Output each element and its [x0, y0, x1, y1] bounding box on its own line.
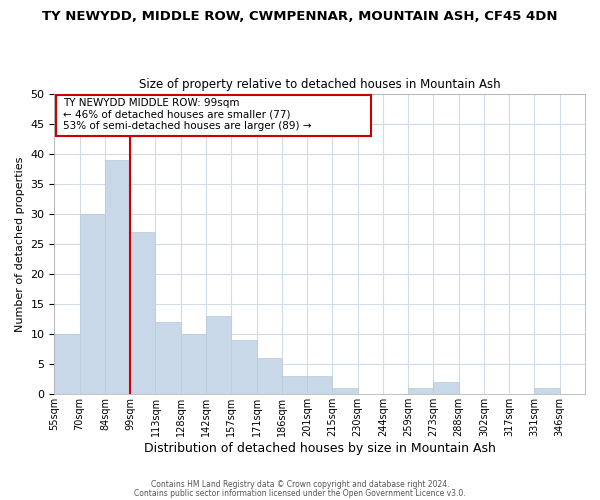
- Bar: [257, 358, 282, 395]
- X-axis label: Distribution of detached houses by size in Mountain Ash: Distribution of detached houses by size …: [144, 442, 496, 455]
- Text: TY NEWYDD MIDDLE ROW: 99sqm: TY NEWYDD MIDDLE ROW: 99sqm: [63, 98, 240, 108]
- Text: 53% of semi-detached houses are larger (89) →: 53% of semi-detached houses are larger (…: [63, 121, 312, 131]
- Y-axis label: Number of detached properties: Number of detached properties: [15, 156, 25, 332]
- Title: Size of property relative to detached houses in Mountain Ash: Size of property relative to detached ho…: [139, 78, 500, 91]
- Bar: [535, 388, 560, 394]
- Bar: [433, 382, 458, 394]
- Bar: [181, 334, 206, 394]
- Bar: [55, 334, 80, 394]
- Bar: [231, 340, 257, 394]
- Bar: [130, 232, 155, 394]
- Text: ← 46% of detached houses are smaller (77): ← 46% of detached houses are smaller (77…: [63, 110, 291, 120]
- Bar: [105, 160, 130, 394]
- Bar: [307, 376, 332, 394]
- Text: TY NEWYDD, MIDDLE ROW, CWMPENNAR, MOUNTAIN ASH, CF45 4DN: TY NEWYDD, MIDDLE ROW, CWMPENNAR, MOUNTA…: [42, 10, 558, 23]
- Bar: [408, 388, 433, 394]
- Bar: [332, 388, 358, 394]
- Bar: [155, 322, 181, 394]
- Bar: [282, 376, 307, 394]
- Bar: [80, 214, 105, 394]
- Text: Contains public sector information licensed under the Open Government Licence v3: Contains public sector information licen…: [134, 488, 466, 498]
- Bar: [206, 316, 231, 394]
- FancyBboxPatch shape: [56, 95, 371, 136]
- Text: Contains HM Land Registry data © Crown copyright and database right 2024.: Contains HM Land Registry data © Crown c…: [151, 480, 449, 489]
